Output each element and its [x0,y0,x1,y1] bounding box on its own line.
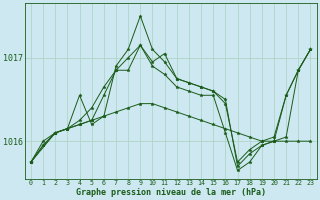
X-axis label: Graphe pression niveau de la mer (hPa): Graphe pression niveau de la mer (hPa) [76,188,266,197]
